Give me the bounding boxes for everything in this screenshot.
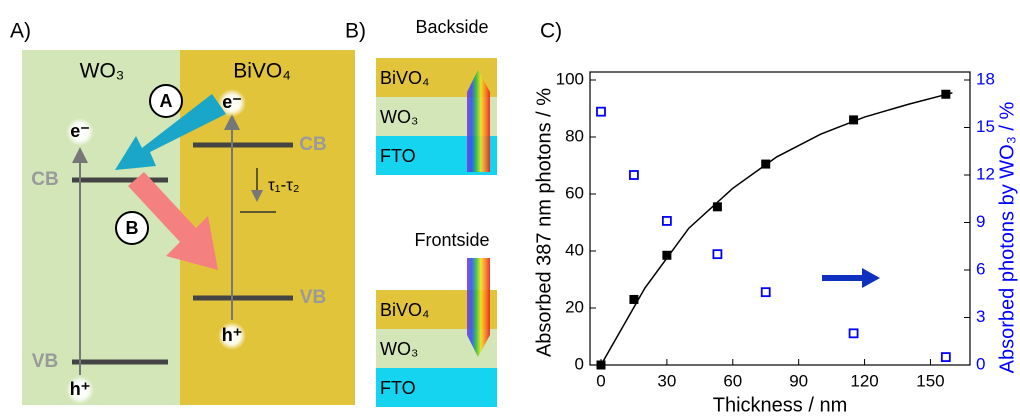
x-axis-label: Thickness / nm	[713, 394, 847, 416]
y-tick-label: 100	[556, 69, 584, 88]
data-point	[760, 287, 771, 298]
x-tick-label: 90	[789, 371, 808, 390]
data-point	[661, 216, 672, 226]
carrier-label: e⁻	[222, 92, 242, 112]
data-point	[940, 352, 951, 362]
layer	[376, 368, 497, 407]
x-tick-label: 0	[596, 371, 605, 390]
layer-label: BiVO₄	[380, 300, 429, 320]
path-label: B	[126, 218, 139, 238]
band-label: VB	[300, 287, 326, 308]
glow	[66, 118, 94, 146]
y-tick-label: 40	[565, 240, 584, 259]
light-beam	[467, 258, 490, 357]
plot: 0 30 60 90 120 150 0 20 40 60 80 100 0 3 6 9 12 15 18 Thick…	[533, 69, 1018, 416]
panel-label: C)	[540, 20, 562, 43]
x-tick-label: 30	[657, 371, 676, 390]
carrier-label: h⁺	[222, 325, 243, 345]
material-label: WO₃	[80, 60, 125, 83]
illumination-label: Frontside	[414, 230, 489, 250]
x-tick-label: 60	[723, 371, 742, 390]
carrier-label: e⁻	[70, 121, 90, 141]
glow	[218, 89, 246, 117]
data-point	[712, 249, 723, 260]
y-tick-label: 80	[565, 126, 584, 145]
path-label: A	[160, 91, 173, 111]
panel-label: A)	[10, 20, 31, 43]
lifetime-label: τ₁-τ₂	[268, 175, 299, 194]
path-marker	[149, 84, 183, 118]
light-beam	[467, 70, 490, 172]
band-label: CB	[31, 169, 58, 190]
plot-frame	[589, 71, 971, 366]
y2-tick-label: 18	[976, 69, 995, 88]
y2-tick-label: 12	[976, 164, 995, 183]
data-point	[848, 328, 859, 339]
layer-label: FTO	[380, 146, 416, 166]
illumination-label: Backside	[415, 17, 488, 37]
layer-label: FTO	[380, 378, 416, 398]
carrier-label: h⁺	[70, 379, 91, 399]
y-tick-label: 0	[575, 354, 584, 373]
glow	[218, 322, 246, 350]
y2-tick-label: 3	[976, 307, 985, 326]
y2-tick-label: 9	[976, 212, 985, 231]
axis-indicator-arrow	[822, 268, 880, 288]
y-axis-label: Absorbed 387 nm photons / %	[533, 88, 555, 357]
y-tick-label: 20	[565, 297, 584, 316]
y2-axis-label: Absorbed photons by WO₃ / %	[996, 101, 1018, 373]
y2-tick-label: 6	[976, 259, 985, 278]
data-point	[629, 170, 639, 180]
y-tick-label: 60	[565, 183, 584, 202]
panel-label: B)	[345, 20, 366, 43]
band-label: VB	[32, 351, 58, 372]
x-tick-label: 120	[850, 371, 878, 390]
path-marker	[115, 211, 149, 245]
material-label: BiVO₄	[233, 60, 291, 83]
y2-tick-label: 0	[976, 354, 985, 373]
layer-label: WO₃	[380, 339, 418, 359]
x-tick-label: 150	[916, 371, 944, 390]
y2-tick-label: 15	[976, 117, 995, 136]
data-point	[596, 106, 606, 117]
band-label: CB	[299, 134, 326, 155]
fit-curve	[600, 92, 953, 366]
glow	[66, 376, 94, 404]
layer-label: BiVO₄	[380, 68, 429, 88]
layer-label: WO₃	[380, 107, 418, 127]
transfer-arrow	[115, 94, 226, 170]
transfer-arrow	[128, 172, 218, 270]
